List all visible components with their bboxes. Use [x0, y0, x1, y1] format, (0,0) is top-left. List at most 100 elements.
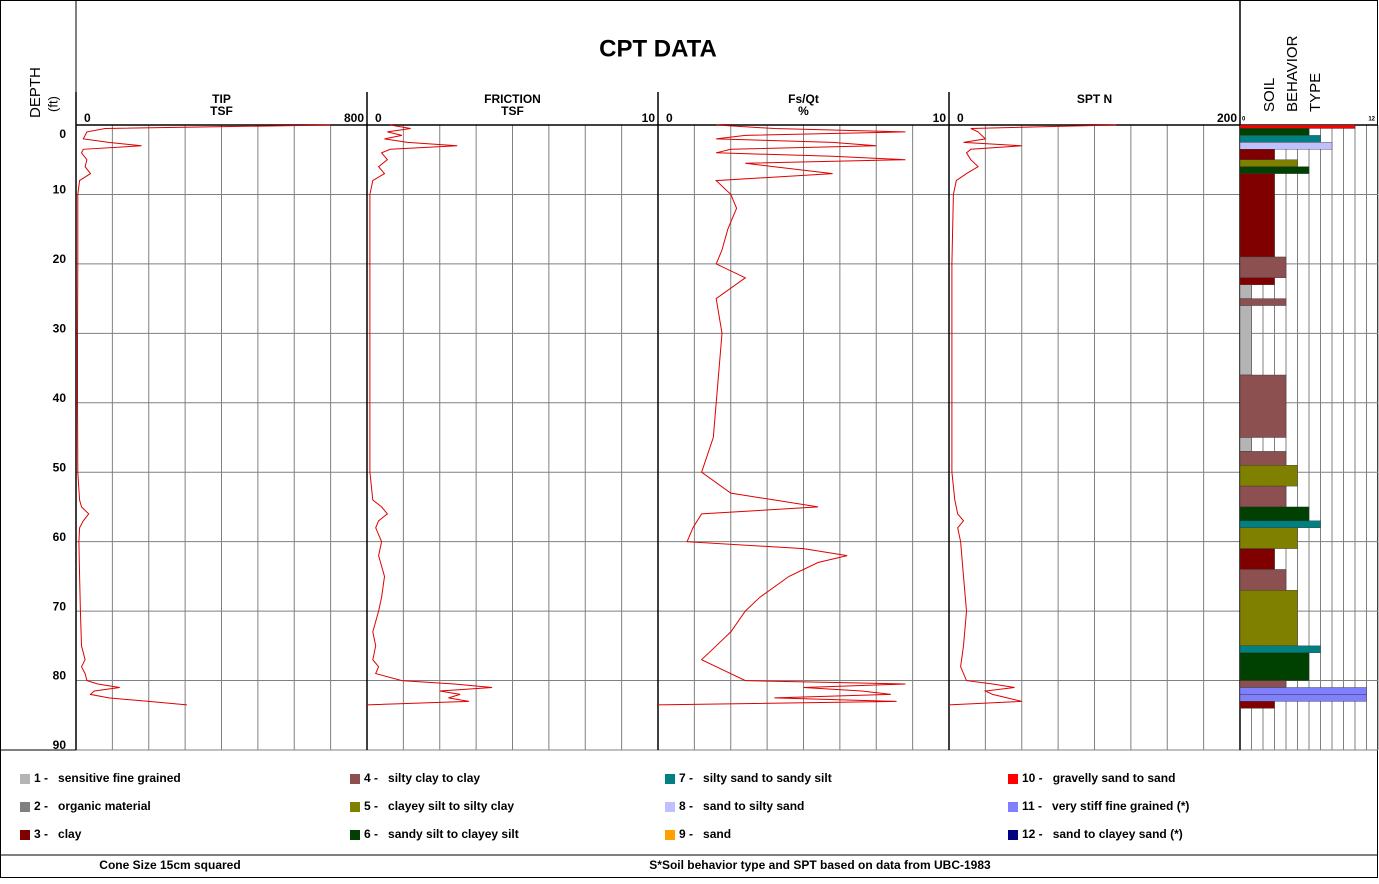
soil-layer — [1239, 284, 1252, 299]
soil-layer — [1239, 527, 1298, 549]
legend-name: clayey silt to silty clay — [388, 799, 514, 813]
legend-name: organic material — [58, 799, 151, 813]
profile-line — [366, 124, 493, 706]
footer-left: Cone Size 15cm squared — [99, 858, 240, 872]
footer-right: S*Soil behavior type and SPT based on da… — [649, 858, 991, 872]
legend-label: 6 - — [364, 827, 378, 841]
legend-swatch — [1008, 830, 1018, 840]
soil-layer — [1239, 374, 1287, 438]
soil-layer — [1239, 548, 1275, 570]
soil-layer — [1239, 569, 1287, 591]
legend-label: 4 - — [364, 771, 378, 785]
soil-layer — [1239, 694, 1367, 702]
soil-layer — [1239, 149, 1275, 160]
soil-layer — [1239, 166, 1310, 174]
soil-layer — [1239, 506, 1310, 522]
depth-tick-label: 80 — [53, 669, 67, 683]
panel-title: BEHAVIOR — [1284, 35, 1301, 112]
soil-layer — [1239, 256, 1287, 278]
x-tick-label: 10 — [933, 111, 947, 125]
x-tick-label: 0 — [957, 111, 964, 125]
x-tick-label: 200 — [1217, 111, 1237, 125]
title: CPT DATA — [599, 35, 717, 62]
panel-title: SPT N — [1077, 92, 1112, 106]
legend-swatch — [20, 802, 30, 812]
soil-layer — [1239, 451, 1287, 466]
soil-layer — [1239, 305, 1252, 376]
soil-layer — [1239, 128, 1310, 136]
legend-label: 8 - — [679, 799, 693, 813]
legend-swatch — [665, 774, 675, 784]
soil-layer — [1239, 485, 1287, 508]
legend-label: 11 - — [1022, 799, 1042, 813]
panel-title: Fs/Qt — [788, 92, 819, 106]
soil-layer — [1239, 124, 1356, 129]
depth-unit: (ft) — [45, 96, 60, 112]
profile-line — [77, 124, 331, 706]
legend-label: 3 - — [34, 827, 48, 841]
legend-label: 5 - — [364, 799, 378, 813]
panel-title: SOIL — [1261, 78, 1278, 112]
depth-tick-label: 60 — [53, 530, 67, 544]
soil-layer — [1239, 437, 1252, 452]
soil-layer — [1239, 645, 1321, 653]
depth-tick-label: 70 — [53, 599, 67, 613]
legend-name: very stiff fine grained (*) — [1052, 799, 1189, 813]
legend-name: sensitive fine grained — [58, 771, 181, 785]
x-tick-label: 0 — [1242, 117, 1246, 123]
soil-layer — [1239, 159, 1298, 167]
soil-layer — [1239, 520, 1321, 528]
panel-unit: TSF — [501, 104, 524, 118]
legend-swatch — [665, 830, 675, 840]
x-tick-label: 0 — [666, 111, 673, 125]
legend-name: clay — [58, 827, 82, 841]
legend-label: 2 - — [34, 799, 48, 813]
soil-layer — [1239, 590, 1298, 647]
legend-name: silty sand to sandy silt — [703, 771, 832, 785]
legend-swatch — [1008, 774, 1018, 784]
soil-layer — [1239, 277, 1275, 285]
x-tick-label: 0 — [84, 111, 91, 125]
depth-tick-label: 10 — [53, 183, 67, 197]
legend-swatch — [350, 774, 360, 784]
profile-line — [948, 124, 1117, 706]
legend-swatch — [20, 774, 30, 784]
legend-label: 7 - — [679, 771, 693, 785]
legend-swatch — [350, 802, 360, 812]
depth-tick-label: 30 — [53, 322, 67, 336]
legend-name: sandy silt to clayey silt — [388, 827, 519, 841]
legend-name: sand — [703, 827, 731, 841]
depth-tick-label: 0 — [59, 127, 66, 141]
legend-label: 1 - — [34, 771, 48, 785]
legend-label: 9 - — [679, 827, 693, 841]
depth-tick-label: 90 — [53, 738, 67, 752]
depth-tick-label: 50 — [53, 460, 67, 474]
profile-line — [657, 124, 906, 706]
legend-name: gravelly sand to sand — [1053, 771, 1176, 785]
panel-title: TYPE — [1307, 73, 1324, 112]
soil-layer — [1239, 298, 1287, 306]
depth-tick-label: 20 — [53, 252, 67, 266]
x-tick-label: 800 — [344, 111, 364, 125]
panel-title: FRICTION — [484, 92, 541, 106]
depth-label: DEPTH — [27, 67, 44, 118]
legend-label: 12 - — [1022, 827, 1043, 841]
x-tick-label: 12 — [1368, 117, 1375, 123]
legend-label: 10 - — [1022, 771, 1043, 785]
depth-tick-label: 40 — [53, 391, 67, 405]
soil-layer — [1239, 680, 1287, 688]
x-tick-label: 10 — [642, 111, 656, 125]
soil-layer — [1239, 465, 1298, 487]
x-tick-label: 0 — [375, 111, 382, 125]
legend-swatch — [350, 830, 360, 840]
legend-name: sand to silty sand — [703, 799, 804, 813]
soil-layer — [1239, 701, 1275, 709]
soil-layer — [1239, 173, 1275, 258]
legend-name: silty clay to clay — [388, 771, 480, 785]
panel-title: TIP — [212, 92, 231, 106]
soil-layer — [1239, 652, 1310, 681]
legend-name: sand to clayey sand (*) — [1053, 827, 1183, 841]
soil-layer — [1239, 687, 1367, 695]
